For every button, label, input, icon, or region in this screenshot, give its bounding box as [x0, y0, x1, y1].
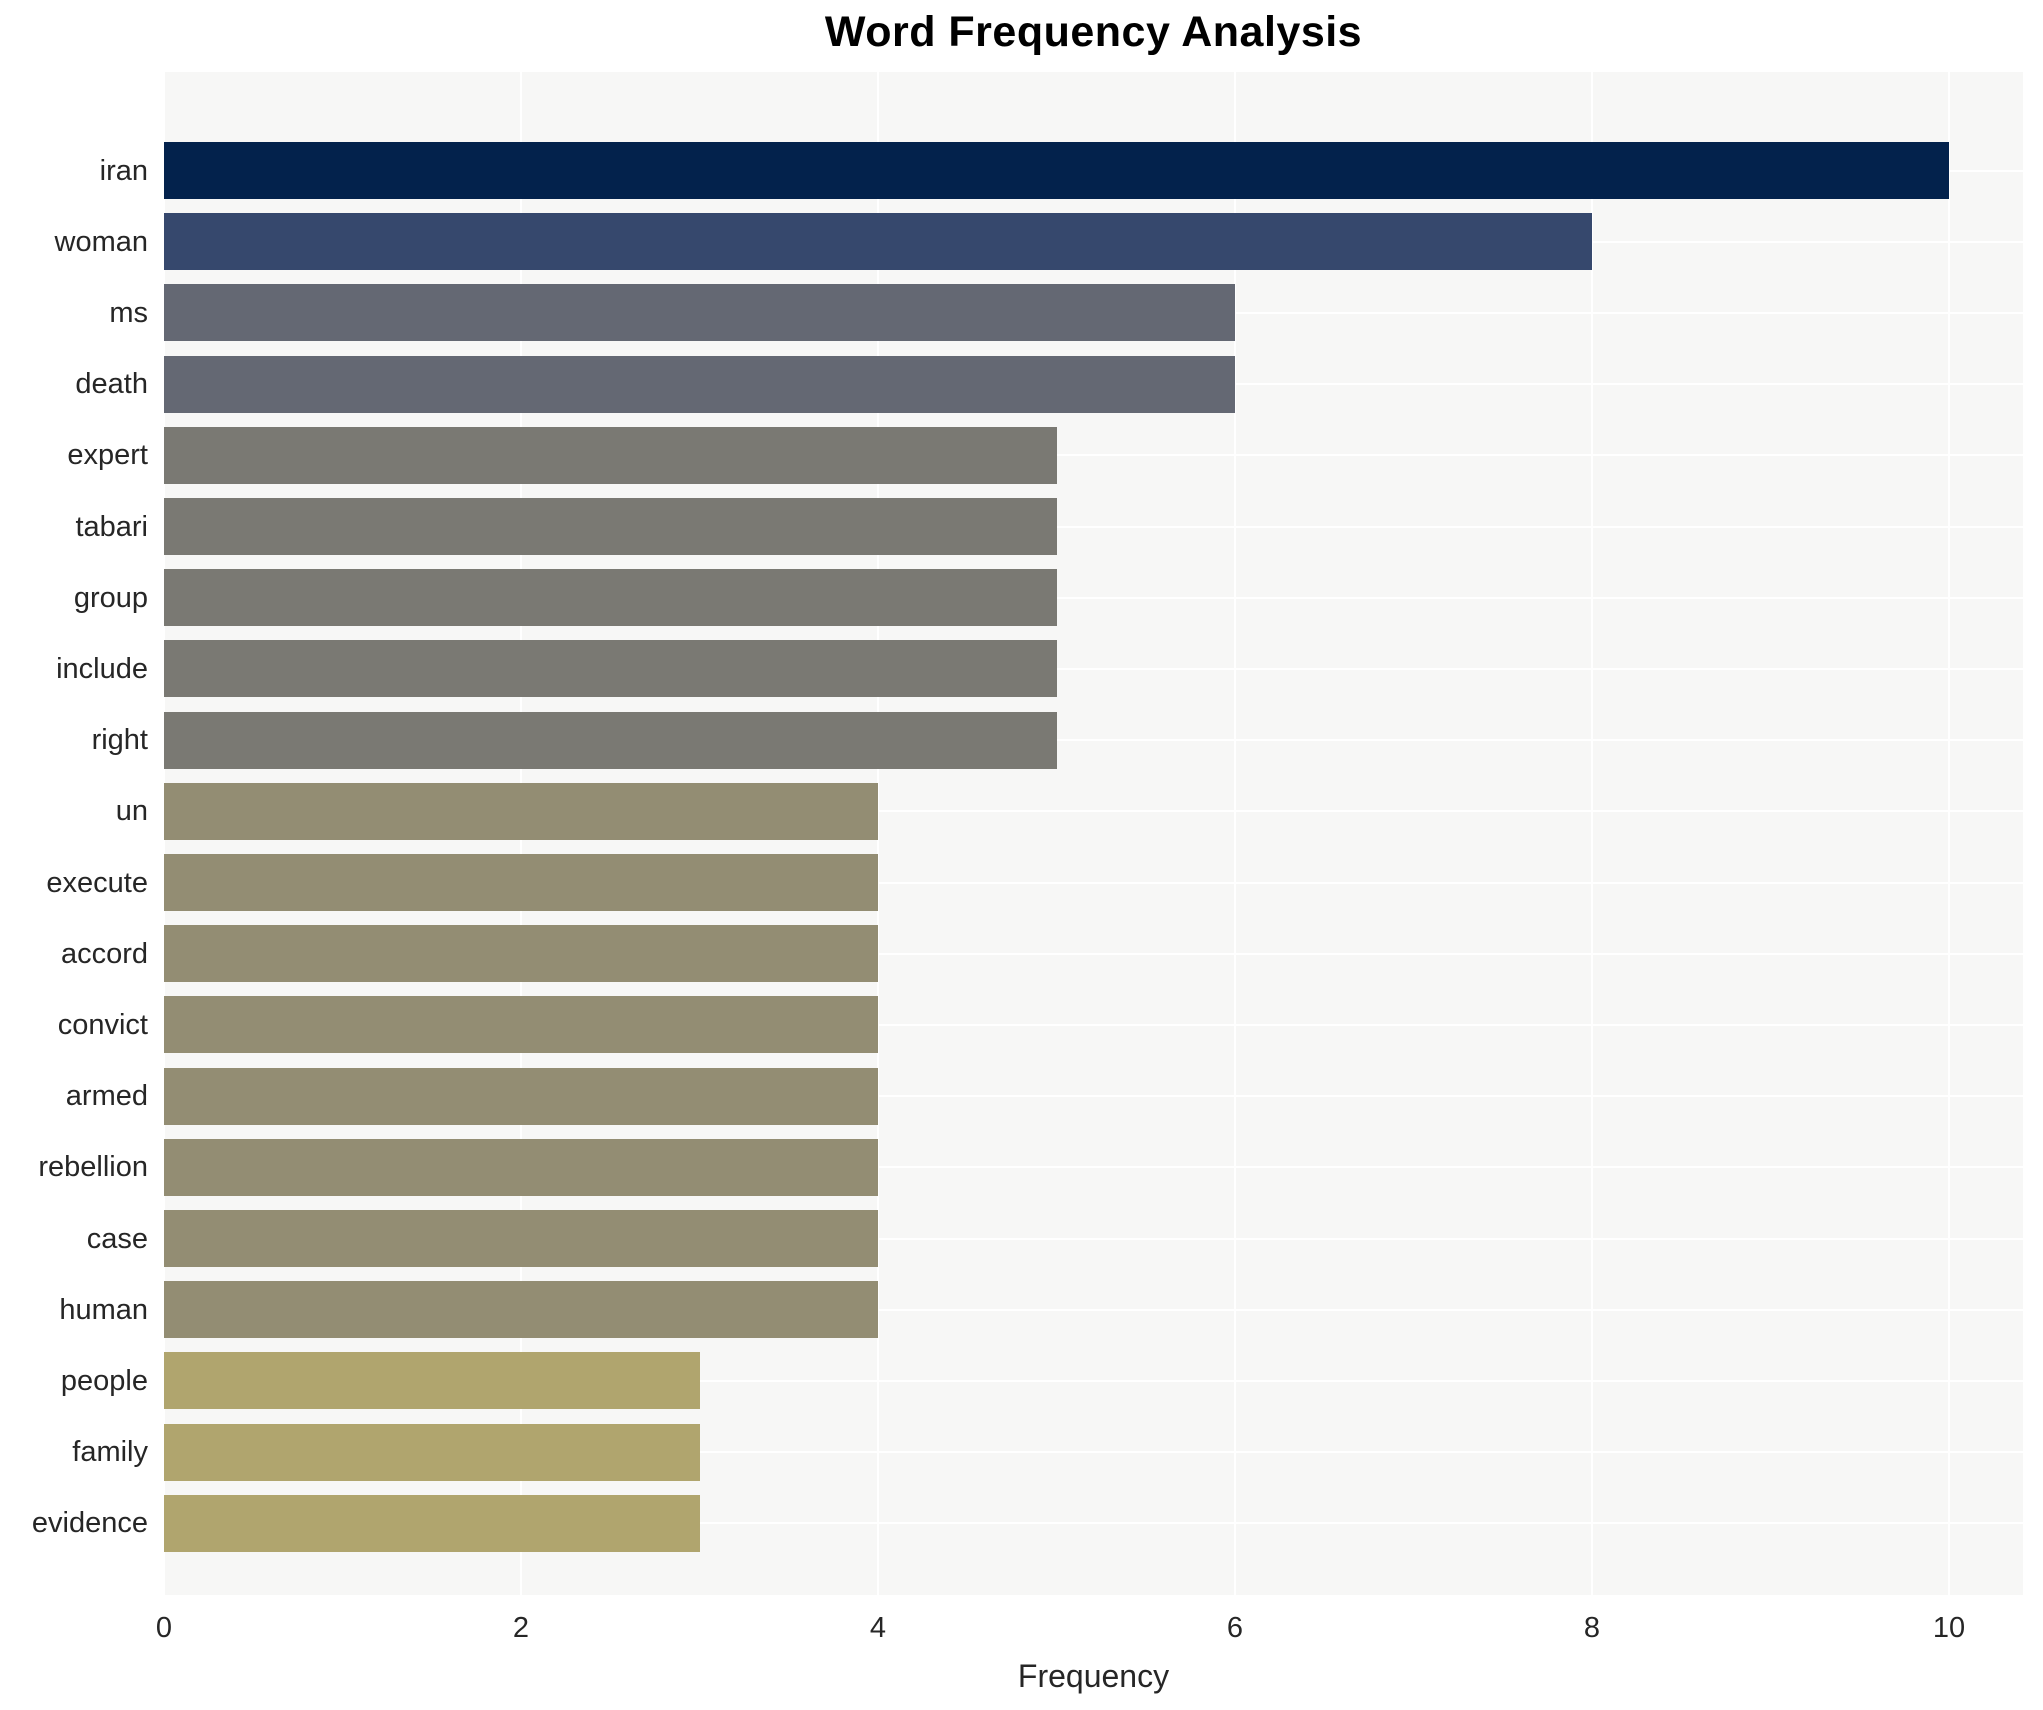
bar-human	[164, 1281, 878, 1339]
bar-woman	[164, 213, 1592, 271]
bar-tabari	[164, 498, 1057, 555]
bar-accord	[164, 925, 878, 983]
bar-execute	[164, 854, 878, 911]
bar-convict	[164, 996, 878, 1054]
bar-armed	[164, 1067, 878, 1125]
bar-expert	[164, 426, 1057, 484]
h-gridline	[164, 454, 2023, 457]
bar-iran	[164, 142, 1949, 199]
x-tick-label-2: 2	[512, 1612, 530, 1644]
y-tick-label-armed: armed	[65, 1080, 148, 1113]
y-tick-label-un: un	[115, 795, 148, 828]
h-gridline	[164, 596, 2023, 599]
y-tick-label-right: right	[91, 724, 148, 757]
h-gridline	[164, 952, 2023, 955]
x-tick-label-10: 10	[1932, 1612, 1966, 1644]
bar-un	[164, 782, 878, 840]
x-tick-label-0: 0	[155, 1612, 173, 1644]
h-gridline	[164, 1308, 2023, 1311]
chart-title: Word Frequency Analysis	[824, 8, 1363, 56]
h-gridline	[164, 667, 2023, 670]
bar-right	[164, 711, 1057, 769]
x-tick-label-4: 4	[869, 1612, 887, 1644]
y-tick-label-people: people	[60, 1364, 148, 1397]
y-tick-label-convict: convict	[57, 1008, 148, 1041]
h-gridline	[164, 1379, 2023, 1382]
x-axis-title: Frequency	[1017, 1658, 1170, 1694]
h-gridline	[164, 1451, 2023, 1454]
y-tick-label-tabari: tabari	[75, 510, 148, 543]
h-gridline	[164, 881, 2023, 884]
h-gridline	[164, 1522, 2023, 1525]
h-gridline	[164, 739, 2023, 742]
bar-family	[164, 1423, 700, 1481]
y-tick-label-rebellion: rebellion	[38, 1151, 148, 1184]
h-gridline	[164, 525, 2023, 528]
y-tick-label-evidence: evidence	[31, 1507, 148, 1540]
y-tick-label-expert: expert	[67, 439, 148, 472]
v-gridline	[1591, 72, 1593, 1595]
plot-area	[163, 72, 2023, 1595]
y-tick-label-death: death	[75, 368, 148, 401]
h-gridline	[164, 1237, 2023, 1240]
y-tick-label-group: group	[73, 581, 148, 614]
h-gridline	[164, 1023, 2023, 1026]
bar-include	[164, 640, 1057, 698]
x-tick-label-6: 6	[1226, 1612, 1244, 1644]
v-gridline	[1948, 72, 1950, 1595]
y-tick-label-include: include	[56, 652, 148, 685]
y-tick-label-ms: ms	[109, 296, 148, 329]
bar-death	[164, 355, 1235, 413]
y-tick-label-family: family	[72, 1436, 148, 1469]
y-axis: iran woman ms death expert tabari group include…	[0, 72, 148, 1595]
y-tick-label-human: human	[59, 1293, 148, 1326]
y-tick-label-iran: iran	[99, 154, 148, 187]
v-gridline	[1234, 72, 1236, 1595]
h-gridline	[164, 1166, 2023, 1169]
bar-rebellion	[164, 1138, 878, 1196]
y-tick-label-woman: woman	[54, 225, 149, 258]
y-tick-label-accord: accord	[60, 937, 148, 970]
y-tick-label-execute: execute	[46, 866, 148, 899]
h-gridline	[164, 810, 2023, 813]
bar-ms	[164, 284, 1235, 342]
bar-case	[164, 1210, 878, 1267]
h-gridline	[164, 1095, 2023, 1098]
bar-people	[164, 1352, 700, 1410]
bar-group	[164, 569, 1057, 627]
v-gridline	[877, 72, 879, 1595]
y-tick-label-case: case	[86, 1222, 148, 1255]
x-tick-label-8: 8	[1583, 1612, 1601, 1644]
bar-evidence	[164, 1494, 700, 1552]
